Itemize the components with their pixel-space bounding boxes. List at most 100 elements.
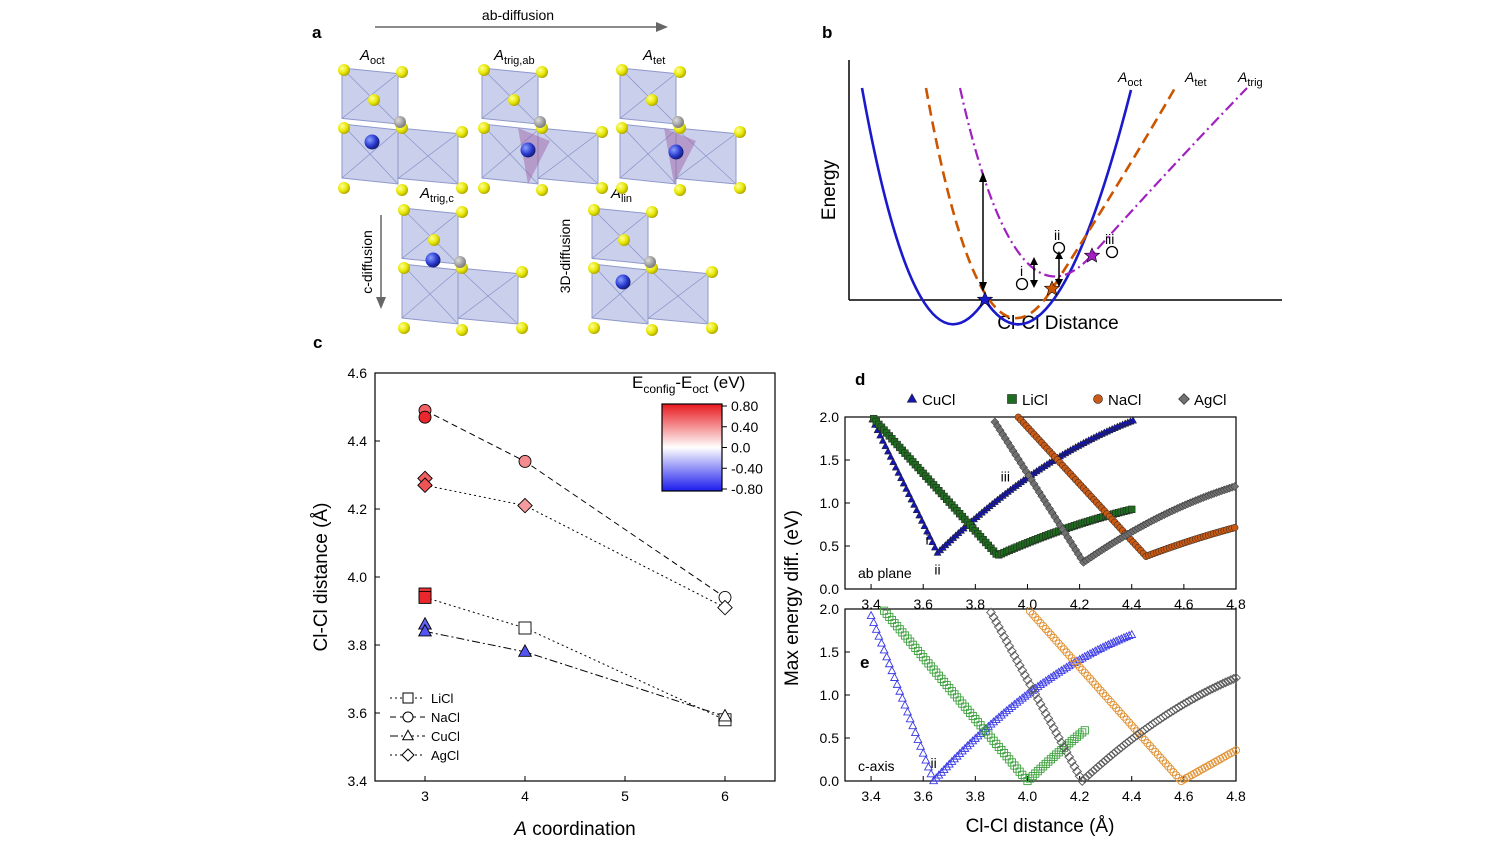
e-point-agcl <box>1066 756 1077 767</box>
d-point-cucl <box>881 441 890 450</box>
c-ytick-label: 3.6 <box>348 705 368 721</box>
d-point-cucl <box>1129 416 1138 424</box>
b-crossing-ii <box>1052 241 1066 255</box>
octahedron-edge <box>341 129 399 179</box>
cl-atom <box>588 322 600 334</box>
e-point-licl <box>1041 759 1050 769</box>
e-point-licl <box>997 745 1006 755</box>
e-point-cucl <box>876 638 887 647</box>
c-arrow-label: c-diffusion <box>359 230 375 294</box>
e-point-nacl <box>1109 700 1118 710</box>
c-line-licl <box>424 596 726 721</box>
structure-cluster <box>338 64 468 196</box>
e-point-licl <box>1044 757 1053 766</box>
e-point-nacl <box>1039 621 1048 631</box>
e-point-cucl <box>1022 689 1033 698</box>
e-point-agcl <box>1116 742 1127 753</box>
e-point-nacl <box>1083 671 1092 680</box>
e-point-agcl <box>1069 761 1080 772</box>
c-xtick-label: 4 <box>521 788 529 804</box>
xtick-label: 4.8 <box>1226 788 1246 804</box>
e-point-agcl <box>1030 689 1041 700</box>
e-point-nacl <box>1067 654 1076 663</box>
e-point-agcl <box>1215 679 1226 690</box>
mobile-ion <box>668 144 684 160</box>
e-point-cucl <box>939 764 949 773</box>
c-series-markers <box>417 403 733 727</box>
d-point-cucl <box>917 516 926 524</box>
e-point-licl <box>916 650 925 659</box>
e-point-nacl <box>1231 746 1241 755</box>
e-point-nacl <box>1041 624 1050 634</box>
e-point-licl <box>1046 755 1055 764</box>
e-point-nacl <box>1052 636 1061 645</box>
e-point-cucl <box>1002 705 1012 715</box>
c-ytick-label: 4.6 <box>348 365 368 381</box>
cl-atom <box>338 182 350 194</box>
c-point-nacl <box>418 410 432 424</box>
c-line-cucl <box>424 630 726 717</box>
b-min-star-tet <box>1043 280 1061 296</box>
e-point-nacl <box>1028 610 1037 619</box>
e-point-cucl <box>1020 691 1030 700</box>
ytick-label: 1.5 <box>820 452 840 468</box>
cl-atom <box>588 262 600 274</box>
colorbar-tick-label: -0.40 <box>731 460 763 476</box>
e-point-agcl <box>996 626 1007 637</box>
cl-atom <box>478 64 490 76</box>
e-point-licl <box>973 718 982 727</box>
e-point-cucl <box>900 700 910 709</box>
e-point-cucl <box>908 720 918 730</box>
e-point-agcl <box>1045 718 1056 729</box>
cl-atom <box>456 206 468 218</box>
annotation-iii: iii <box>1001 469 1010 485</box>
e-point-licl <box>900 631 910 640</box>
e-point-cucl <box>866 610 876 620</box>
e-point-licl <box>953 693 962 702</box>
c-ytick-label: 4.0 <box>348 569 368 585</box>
b-energy-arrow-head-up <box>979 172 987 182</box>
e-point-cucl <box>934 770 944 779</box>
e-point-nacl <box>1153 750 1162 759</box>
e-point-licl <box>979 724 988 733</box>
e-point-licl <box>1067 737 1076 746</box>
e-point-licl <box>921 656 930 665</box>
cl-atom <box>396 184 408 196</box>
panel-label-c: c <box>313 333 322 352</box>
e-point-licl <box>882 609 891 618</box>
xtick-label: 4.0 <box>1018 788 1038 804</box>
d-point-cucl <box>886 452 895 460</box>
e-point-cucl <box>952 751 962 760</box>
e-point-cucl <box>905 714 915 723</box>
e-point-nacl <box>1096 686 1105 695</box>
e-point-nacl <box>1104 695 1113 704</box>
e-point-licl <box>963 705 972 714</box>
e-point-agcl <box>1040 708 1051 719</box>
e-point-licl <box>984 730 993 739</box>
ytick-label: 0.0 <box>820 581 840 597</box>
c-legend-marker-agcl <box>401 748 415 762</box>
ytick-label: 2.0 <box>820 409 840 425</box>
d-legend-marker-nacl <box>1093 394 1103 404</box>
e-point-cucl <box>918 748 928 757</box>
d-point-cucl <box>902 484 911 492</box>
e-point-cucl <box>973 731 983 740</box>
octahedron-edge <box>401 269 459 319</box>
e-point-nacl <box>1054 639 1063 648</box>
e-point-nacl <box>1070 657 1079 666</box>
d-point-cucl <box>904 489 913 498</box>
e-point-agcl <box>1220 677 1231 688</box>
cl-atom <box>616 182 628 194</box>
octahedron-edge <box>397 133 459 179</box>
e-point-agcl <box>988 612 999 623</box>
e-point-cucl <box>926 769 936 778</box>
e-point-licl <box>1028 771 1037 781</box>
e-point-nacl <box>1078 665 1087 674</box>
e-point-nacl <box>1044 627 1053 636</box>
xtick-label: 3.4 <box>861 788 881 804</box>
cl-atom <box>516 322 528 334</box>
c-line-agcl <box>424 484 726 609</box>
e-point-nacl <box>1106 698 1115 707</box>
xtick-label: 4.6 <box>1174 788 1194 804</box>
